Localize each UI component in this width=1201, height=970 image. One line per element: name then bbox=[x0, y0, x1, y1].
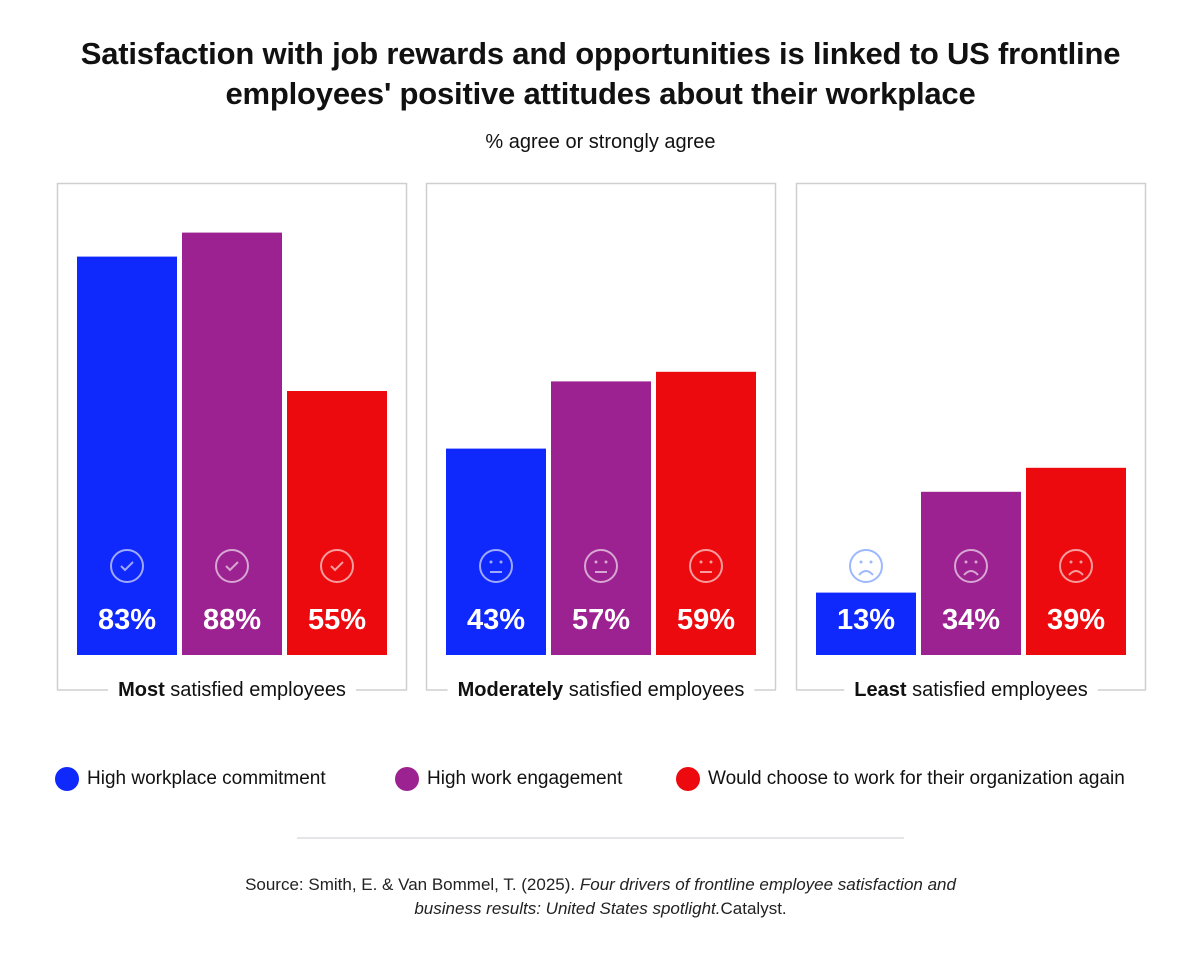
source-title-1: Four drivers of frontline employee satis… bbox=[579, 875, 956, 894]
face-eye bbox=[1069, 560, 1073, 564]
check-mark bbox=[225, 561, 239, 572]
check-circle-icon bbox=[320, 549, 354, 583]
bar bbox=[656, 371, 756, 655]
data-label: 34% bbox=[942, 604, 1000, 636]
data-label: 59% bbox=[677, 604, 735, 636]
legend-item-commitment: High workplace commitment bbox=[55, 767, 326, 791]
sad-face-icon bbox=[954, 549, 988, 583]
face-eye bbox=[604, 560, 608, 564]
bar bbox=[921, 491, 1021, 655]
sad-face-icon bbox=[849, 549, 883, 583]
check-circle-icon bbox=[110, 549, 144, 583]
face-eye bbox=[489, 560, 493, 564]
data-label: 13% bbox=[837, 604, 895, 636]
data-label: 83% bbox=[98, 604, 156, 636]
bar bbox=[446, 448, 546, 655]
chart-title: Satisfaction with job rewards and opport… bbox=[80, 36, 1121, 111]
data-label: 88% bbox=[203, 604, 261, 636]
face-mouth bbox=[963, 570, 979, 576]
face-eye bbox=[709, 560, 713, 564]
source-prefix: Source: Smith, E. & Van Bommel, T. (2025… bbox=[245, 875, 580, 894]
data-label: 55% bbox=[308, 604, 366, 636]
face-mouth bbox=[858, 570, 874, 576]
legend-label: High workplace commitment bbox=[87, 768, 326, 789]
panel-frame bbox=[56, 182, 408, 690]
face-eye bbox=[594, 560, 598, 564]
neutral-face-icon bbox=[584, 549, 618, 583]
source-suffix: Catalyst. bbox=[720, 899, 787, 918]
source-title-2: business results: United States spotligh… bbox=[414, 899, 721, 918]
data-label: 57% bbox=[572, 604, 630, 636]
divider bbox=[297, 837, 904, 839]
data-label: 39% bbox=[1047, 604, 1105, 636]
sad-face-icon bbox=[1059, 549, 1093, 583]
bar bbox=[1026, 467, 1126, 655]
legend-item-engagement: High work engagement bbox=[395, 767, 622, 791]
panel-frame bbox=[795, 182, 1147, 690]
group-label: Moderately satisfied employees bbox=[458, 679, 745, 701]
bar bbox=[551, 381, 651, 655]
check-circle-icon bbox=[215, 549, 249, 583]
bar-chart: Most satisfied employees 83% 88% 55% Moderat… bbox=[56, 182, 1147, 701]
face-eye bbox=[699, 560, 703, 564]
face-eye bbox=[869, 560, 873, 564]
neutral-face-icon bbox=[689, 549, 723, 583]
legend-swatch bbox=[676, 767, 700, 791]
face-eye bbox=[859, 560, 863, 564]
legend-item-choose-again: Would choose to work for their organizat… bbox=[676, 767, 1125, 791]
data-label: 43% bbox=[467, 604, 525, 636]
group-label: Most satisfied employees bbox=[118, 679, 346, 701]
legend-label: Would choose to work for their organizat… bbox=[708, 768, 1125, 789]
face-eye bbox=[1079, 560, 1083, 564]
face-eye bbox=[974, 560, 978, 564]
face-eye bbox=[499, 560, 503, 564]
check-mark bbox=[330, 561, 344, 572]
neutral-face-icon bbox=[479, 549, 513, 583]
panel-frame bbox=[425, 182, 777, 690]
check-mark bbox=[120, 561, 134, 572]
group-label: Least satisfied employees bbox=[854, 679, 1087, 701]
bar bbox=[182, 232, 282, 655]
bar bbox=[287, 391, 387, 655]
legend-swatch bbox=[55, 767, 79, 791]
face-eye bbox=[964, 560, 968, 564]
chart-subtitle: % agree or strongly agree bbox=[485, 131, 716, 153]
face-mouth bbox=[1068, 570, 1084, 576]
bar bbox=[816, 592, 916, 655]
bar bbox=[77, 256, 177, 655]
legend-label: High work engagement bbox=[427, 768, 623, 789]
legend-swatch bbox=[395, 767, 419, 791]
source-citation: Source: Smith, E. & Van Bommel, T. (2025… bbox=[0, 873, 1201, 921]
